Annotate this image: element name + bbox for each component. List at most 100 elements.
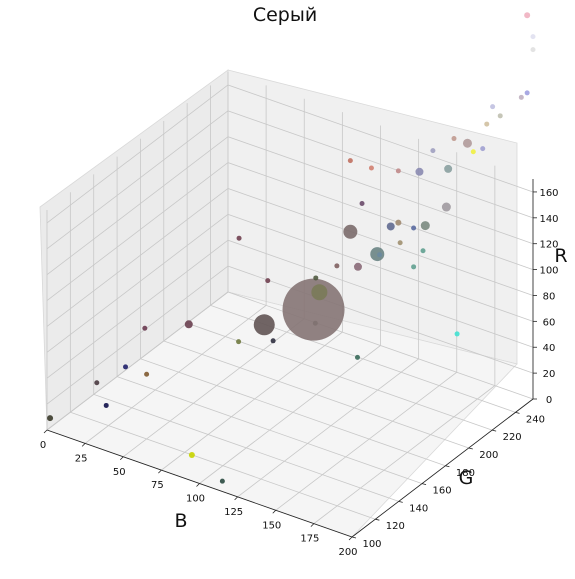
data-point	[420, 221, 430, 231]
z-grid-line	[46, 239, 534, 379]
x-tick-label: 0	[40, 440, 46, 451]
data-point	[359, 200, 365, 206]
data-point	[103, 402, 109, 408]
data-point	[347, 158, 353, 164]
z-tick-label: 140	[539, 214, 558, 225]
y-tick-mark	[351, 536, 357, 539]
data-point	[415, 167, 424, 176]
z-grid-line	[46, 136, 534, 276]
data-point	[518, 94, 524, 100]
z-tick-label: 0	[546, 395, 552, 406]
y-tick-mark	[398, 500, 403, 503]
x-tick-mark	[43, 429, 48, 434]
data-point	[411, 264, 417, 270]
x-tick-label: 50	[113, 467, 126, 478]
data-point	[530, 47, 536, 53]
data-point	[144, 371, 150, 377]
y-tick-mark	[421, 483, 427, 485]
x-axis-ticks: 0 25 50 75 100 125 150 175 200	[40, 429, 358, 558]
x-tick-mark	[234, 496, 238, 501]
x-tick-mark	[196, 483, 200, 487]
data-point	[354, 354, 360, 360]
x-axis-label: B	[174, 510, 187, 532]
x-tick-label: 175	[300, 534, 319, 545]
y-tick-mark	[515, 411, 520, 414]
data-point	[270, 338, 276, 344]
data-point	[441, 202, 451, 212]
data-point	[444, 164, 453, 173]
data-point	[343, 224, 358, 239]
y-axis-label: G	[459, 467, 474, 489]
data-point	[480, 146, 486, 152]
data-point	[462, 138, 472, 148]
z-tick-label: 60	[543, 317, 556, 328]
z-grid-line	[46, 84, 534, 224]
data-point	[219, 478, 225, 484]
z-tick-label: 160	[539, 188, 558, 199]
x-tick-label: 125	[224, 507, 243, 518]
chart-title: Серый	[253, 4, 317, 26]
z-tick-label: 20	[543, 369, 556, 380]
data-point	[490, 104, 496, 110]
y-axis-ticks: 100 120 140 160 180 200 220 240	[351, 411, 545, 550]
x-tick-label: 75	[151, 480, 164, 491]
z-grid-line	[46, 162, 534, 301]
data-point	[368, 165, 374, 171]
y-tick-mark	[468, 447, 473, 450]
y-axis-line	[351, 398, 534, 538]
data-point	[142, 325, 148, 331]
x-tick-mark	[81, 443, 86, 447]
data-point	[184, 320, 193, 329]
z-grid-line	[46, 291, 534, 431]
data-point	[395, 219, 402, 226]
z-tick-label: 120	[539, 240, 558, 251]
grid-lines	[46, 72, 534, 538]
data-point	[454, 331, 460, 337]
y-tick-label: 200	[479, 450, 498, 461]
y-tick-label: 180	[456, 468, 475, 479]
x-tick-mark	[272, 509, 277, 514]
x-tick-label: 200	[338, 547, 357, 558]
x-tick-mark	[310, 523, 315, 527]
data-point	[265, 278, 271, 284]
x-tick-mark	[158, 469, 162, 474]
z-grid-line	[46, 213, 534, 353]
data-point	[411, 225, 417, 231]
data-point	[282, 278, 345, 341]
data-point	[395, 168, 401, 174]
data-point	[236, 235, 242, 241]
y-tick-mark	[375, 518, 380, 521]
x-tick-mark	[119, 456, 124, 461]
y-tick-mark	[492, 429, 497, 432]
data-point	[524, 12, 531, 19]
data-point	[236, 339, 242, 345]
data-point	[470, 149, 476, 155]
y-tick-label: 100	[362, 539, 381, 550]
data-point	[311, 284, 328, 301]
x-tick-label: 100	[186, 494, 205, 505]
data-point	[430, 148, 436, 154]
z-grid-line	[46, 265, 534, 405]
x-tick-label: 25	[75, 453, 88, 464]
y-tick-label: 140	[409, 503, 428, 514]
data-point	[94, 380, 100, 386]
data-point	[451, 136, 457, 142]
data-point	[377, 252, 383, 258]
data-point	[353, 262, 362, 271]
z-tick-label: 100	[539, 266, 558, 277]
z-tick-label: 40	[543, 343, 556, 354]
data-point	[530, 34, 536, 40]
data-point	[397, 240, 403, 246]
data-point	[47, 415, 54, 422]
y-tick-label: 220	[503, 432, 522, 443]
data-point	[386, 222, 395, 231]
x-tick-mark	[348, 536, 353, 541]
data-point	[524, 90, 530, 96]
data-points	[47, 12, 536, 484]
z-axis-ticks: 0 20 40 60 80 100 120 140 160	[533, 188, 559, 406]
x-tick-label: 150	[262, 520, 281, 531]
data-point	[497, 113, 503, 119]
data-point	[313, 275, 319, 281]
y-tick-label: 160	[433, 486, 452, 497]
